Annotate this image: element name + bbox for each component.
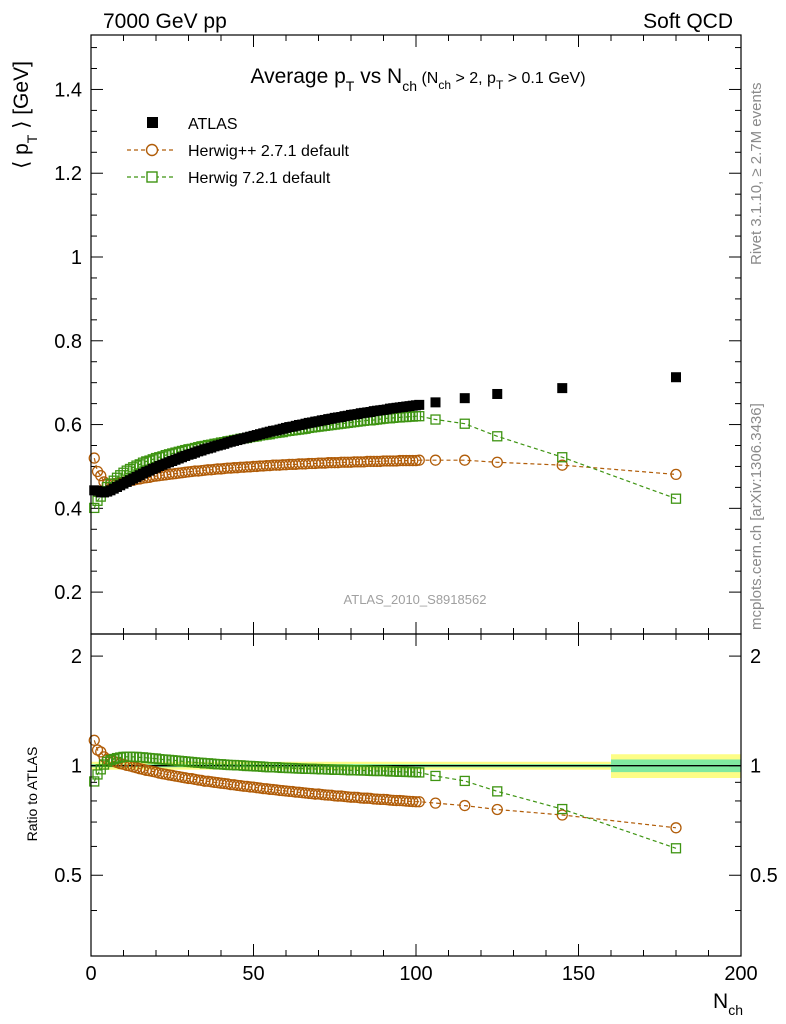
legend-marker-herwigpp [145, 143, 159, 157]
data-point-atlas [492, 388, 503, 399]
legend-marker-herwig7 [146, 171, 158, 183]
ratio-point-herwigpp [459, 799, 471, 812]
data-point-herwig7 [492, 431, 503, 442]
x-tick-label: 0 [85, 963, 96, 985]
legend-entry-herwig7: Herwig 7.2.1 default [127, 170, 331, 187]
legend-label-herwigpp: Herwig++ 2.7.1 default [188, 143, 350, 160]
ratio-point-herwigpp [670, 822, 682, 834]
y-tick-label: 0.4 [54, 498, 82, 520]
category-label: Soft QCD [643, 10, 733, 33]
energy-label: 7000 GeV pp [103, 10, 227, 33]
legend-label-atlas: ATLAS [188, 116, 238, 133]
analysis-id-label: ATLAS_2010_S8918562 [344, 592, 487, 607]
ratio-line-herwigpp [93, 740, 677, 829]
ratio-point-herwig7 [105, 754, 116, 766]
data-point-herwigpp [459, 454, 471, 466]
data-point-atlas [414, 399, 425, 410]
ratio-tick-label: 0.5 [54, 865, 82, 887]
data-point-herwigpp [88, 452, 100, 464]
legend-entry-herwigpp: Herwig++ 2.7.1 default [127, 143, 350, 160]
data-point-herwig7 [430, 414, 441, 425]
data-point-herwig7 [89, 502, 100, 514]
data-point-herwigpp [670, 468, 682, 481]
ratio-point-herwigpp [556, 809, 568, 821]
y-tick-label: 1.2 [54, 163, 82, 185]
data-point-herwig7 [670, 493, 682, 504]
ratio-tick-label-right: 1 [750, 756, 761, 778]
ratio-point-herwig7 [108, 753, 119, 765]
data-point-herwig7 [131, 460, 142, 471]
ratio-point-herwig7 [670, 843, 682, 854]
data-point-herwigpp [556, 459, 568, 471]
ratio-point-herwig7 [459, 775, 470, 787]
chart-title: Average pT vs Nch (Nch > 2, pT > 0.1 GeV… [250, 65, 585, 94]
ratio-point-herwigpp [410, 796, 422, 808]
data-point-herwigpp [413, 454, 425, 466]
data-point-herwig7 [121, 465, 132, 476]
ratio-plot-frame [90, 633, 742, 957]
y-tick-label: 1.4 [54, 79, 82, 101]
data-series [88, 372, 682, 854]
ratio-tick-label: 1 [71, 756, 82, 778]
ratio-tick-label-right: 2 [750, 646, 761, 668]
y-tick-label: 1 [71, 247, 82, 269]
rivet-version-label: Rivet 3.1.10, ≥ 2.7M events [748, 83, 765, 266]
data-point-atlas [430, 397, 441, 408]
ratio-tick-label: 2 [71, 646, 82, 668]
x-tick-label: 50 [242, 963, 264, 985]
data-point-herwig7 [557, 452, 568, 463]
legend-marker-atlas [147, 117, 158, 128]
data-point-herwigpp [407, 454, 419, 467]
ratio-point-herwigpp [407, 795, 419, 808]
ratio-point-herwig7 [414, 767, 425, 778]
x-axis-label: Nch [713, 990, 743, 1018]
data-point-herwigpp [491, 456, 503, 468]
y-tick-label: 0.2 [54, 582, 82, 604]
mcplots-reference-label: mcplots.cern.ch [arXiv:1306.3436] [748, 403, 765, 630]
ratio-point-herwig7 [492, 786, 503, 797]
legend-entry-atlas: ATLAS [147, 116, 238, 133]
data-point-atlas [557, 383, 568, 394]
ratio-point-herwigpp [413, 796, 425, 808]
data-point-herwig7 [414, 411, 425, 422]
ratio-point-herwigpp [491, 803, 503, 816]
legend: ATLAS Herwig++ 2.7.1 default Herwig 7.2.… [127, 116, 350, 187]
data-point-herwig7 [128, 462, 139, 473]
legend-label-herwig7: Herwig 7.2.1 default [188, 170, 331, 187]
axes-ticks: 0 50 100 150 200 0.2 0.4 0.6 0.8 1 1.2 1.4 0.5 0.5 1 1 2… [54, 35, 778, 985]
data-point-atlas [459, 393, 470, 404]
ratio-point-herwig7 [557, 803, 568, 815]
ratio-point-herwigpp [88, 734, 100, 746]
ratio-point-herwigpp [429, 797, 442, 809]
data-point-herwigpp [429, 454, 442, 466]
y-tick-label: 0.6 [54, 415, 82, 437]
x-tick-label: 100 [399, 963, 432, 985]
y-axis-label: ⟨ pT ⟩ [GeV] [10, 61, 40, 169]
data-point-atlas [671, 372, 681, 383]
x-tick-label: 200 [724, 963, 757, 985]
ratio-point-herwig7 [430, 770, 441, 782]
data-point-herwig7 [459, 418, 470, 429]
x-tick-label: 150 [562, 963, 595, 985]
ratio-point-herwig7 [89, 776, 100, 787]
ratio-point-herwig7 [102, 756, 113, 767]
ratio-y-axis-label: Ratio to ATLAS [24, 747, 40, 842]
data-point-herwigpp [95, 470, 107, 482]
ratio-tick-label-right: 0.5 [750, 865, 778, 887]
y-tick-label: 0.8 [54, 331, 82, 353]
data-point-herwig7 [124, 463, 136, 475]
